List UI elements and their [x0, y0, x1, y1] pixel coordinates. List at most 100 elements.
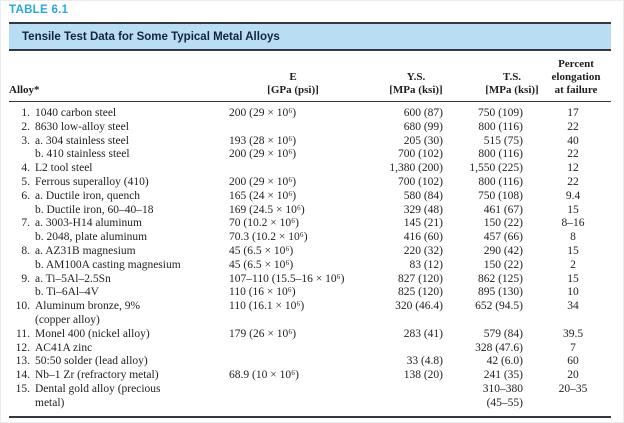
table-row: 2. 8630 low-alloy steel 680 (99) 800 (116) 2… — [9, 121, 619, 135]
cell-tensile-strength: 800 (116) — [478, 148, 523, 161]
cell-elastic-modulus: 110 (16 × 10⁶) — [229, 286, 296, 299]
cell-alloy-name: Ferrous superalloy (410) — [35, 175, 149, 188]
cell-percent-elongation: 22 — [567, 120, 579, 133]
col-header-ts-units: [MPa (ksi)] — [485, 84, 539, 96]
cell-percent-elongation: 22 — [567, 175, 579, 188]
col-header-ys-units: [MPa (ksi)] — [389, 84, 443, 96]
cell-yield-strength: 320 (46.4) — [395, 300, 443, 313]
cell-row-number: 15. — [15, 382, 30, 395]
cell-percent-elongation: 9.4 — [565, 189, 581, 202]
table-row: 3. a. 304 stainless steel 193 (28 × 10⁶) 20… — [9, 135, 619, 149]
cell-tensile-strength: 42 (6.0) — [486, 355, 523, 368]
cell-tensile-strength: 800 (116) — [478, 175, 523, 188]
cell-tensile-strength: 241 (35) — [483, 369, 523, 382]
cell-elastic-modulus: 200 (29 × 10⁶) — [229, 148, 297, 161]
cell-alloy-name: 8630 low-alloy steel — [35, 120, 129, 133]
cell-tensile-strength: 328 (47.6) — [475, 341, 523, 354]
cell-percent-elongation: 34 — [567, 300, 579, 313]
cell-elastic-modulus: 45 (6.5 × 10⁶) — [229, 258, 294, 271]
cell-row-number: 3. — [21, 134, 30, 147]
cell-yield-strength: 700 (102) — [397, 148, 443, 161]
cell-elastic-modulus: 70 (10.2 × 10⁶) — [229, 217, 299, 230]
cell-yield-strength: 83 (12) — [409, 258, 443, 271]
cell-percent-elongation: 10 — [567, 286, 579, 299]
cell-row-number: 6. — [21, 189, 30, 202]
table-row: 12. AC41A zinc 328 (47.6) 7 — [9, 342, 619, 356]
table-row: 14. Nb–1 Zr (refractory metal) 68.9 (10 × … — [9, 369, 619, 383]
col-header-alloy: Alloy* — [9, 84, 40, 96]
table-row: 8. a. AZ31B magnesium 45 (6.5 × 10⁶) 220 (3… — [9, 245, 619, 259]
table-row: b. Ti–6Al–4V 110 (16 × 10⁶) 825 (120) 895 (… — [9, 286, 619, 300]
cell-alloy-name: Monel 400 (nickel alloy) — [35, 327, 150, 340]
cell-yield-strength: 600 (87) — [403, 107, 443, 119]
cell-row-number: 2. — [21, 120, 30, 133]
cell-tensile-strength: 1,550 (225) — [469, 162, 523, 175]
cell-tensile-strength: 800 (116) — [478, 120, 523, 133]
cell-alloy-name: 50:50 solder (lead alloy) — [35, 355, 148, 368]
cell-tensile-strength: 515 (75) — [483, 134, 523, 147]
cell-alloy-name: a. 3003-H14 aluminum — [35, 217, 142, 230]
cell-alloy-name: b. Ti–6Al–4V — [35, 286, 99, 299]
cell-tensile-strength: 310–380 — [482, 382, 523, 395]
table-row: metal) (45–55) — [9, 397, 619, 411]
cell-tensile-strength: 150 (22) — [483, 217, 523, 230]
cell-tensile-strength: 895 (130) — [477, 286, 523, 299]
cell-elastic-modulus: 200 (29 × 10⁶) — [229, 175, 297, 188]
col-header-modulus-units: [GPa (psi)] — [267, 84, 319, 96]
cell-tensile-strength: 750 (108) — [477, 189, 523, 202]
table-body: 1. 1040 carbon steel 200 (29 × 10⁶) 600 (87… — [9, 107, 619, 411]
cell-percent-elongation: 8–16 — [561, 217, 585, 230]
col-header-modulus: E [GPa (psi)] — [233, 71, 353, 97]
table-row: b. Ductile iron, 60–40–18 169 (24.5 × 10⁶… — [9, 204, 619, 218]
header-rule — [9, 101, 611, 102]
cell-tensile-strength: (45–55) — [486, 396, 523, 409]
cell-elastic-modulus: 193 (28 × 10⁶) — [229, 134, 297, 147]
cell-row-number: 5. — [21, 175, 30, 188]
cell-yield-strength: 145 (21) — [403, 217, 443, 230]
col-header-ts-symbol: T.S. — [502, 71, 522, 83]
cell-elastic-modulus: 200 (29 × 10⁶) — [229, 107, 297, 119]
table-number-label: TABLE 6.1 — [9, 4, 69, 16]
cell-alloy-name: a. Ductile iron, quench — [35, 189, 141, 202]
cell-yield-strength: 205 (30) — [403, 134, 443, 147]
cell-alloy-name: Aluminum bronze, 9% — [35, 300, 141, 313]
cell-percent-elongation: 2 — [570, 258, 576, 271]
cell-tensile-strength: 150 (22) — [483, 258, 523, 271]
cell-alloy-name: a. AZ31B magnesium — [35, 244, 136, 257]
cell-alloy-name: (copper alloy) — [35, 313, 100, 326]
cell-elastic-modulus: 107–110 (15.5–16 × 10⁶) — [229, 272, 345, 285]
cell-percent-elongation: 17 — [567, 107, 579, 119]
cell-alloy-name: b. 2048, plate aluminum — [35, 231, 148, 244]
table-row: b. 2048, plate aluminum 70.3 (10.2 × 10⁶)… — [9, 231, 619, 245]
cell-alloy-name: L2 tool steel — [35, 162, 93, 175]
cell-yield-strength: 825 (120) — [397, 286, 443, 299]
cell-tensile-strength: 579 (84) — [483, 327, 523, 340]
table-row: 6. a. Ductile iron, quench 165 (24 × 10⁶) 5… — [9, 190, 619, 204]
cell-yield-strength: 33 (4.8) — [406, 355, 443, 368]
cell-percent-elongation: 22 — [567, 148, 579, 161]
col-header-elongation-line1: Percent — [558, 58, 594, 70]
cell-percent-elongation: 40 — [567, 134, 579, 147]
cell-elastic-modulus: 68.9 (10 × 10⁶) — [229, 369, 299, 382]
cell-row-number: 11. — [16, 327, 30, 340]
cell-yield-strength: 220 (32) — [403, 244, 443, 257]
cell-row-number: 13. — [15, 355, 30, 368]
cell-alloy-name: b. AM100A casting magnesium — [35, 258, 181, 271]
cell-alloy-name: a. Ti–5Al–2.5Sn — [35, 272, 111, 285]
table-row: 10. Aluminum bronze, 9% 110 (16.1 × 10⁶) 32… — [9, 300, 619, 314]
col-header-elongation-line3: at failure — [554, 84, 598, 96]
cell-alloy-name: a. 304 stainless steel — [35, 134, 129, 147]
cell-yield-strength: 680 (99) — [403, 120, 443, 133]
cell-elastic-modulus: 45 (6.5 × 10⁶) — [229, 244, 294, 257]
table-row: 4. L2 tool steel 1,380 (200) 1,550 (225) 12 — [9, 162, 619, 176]
col-header-ys-symbol: Y.S. — [406, 71, 426, 83]
table-row: 7. a. 3003-H14 aluminum 70 (10.2 × 10⁶) 145… — [9, 217, 619, 231]
table-row: b. 410 stainless steel 200 (29 × 10⁶) 700 … — [9, 148, 619, 162]
cell-percent-elongation: 15 — [567, 272, 579, 285]
cell-percent-elongation: 12 — [567, 162, 579, 175]
cell-yield-strength: 1,380 (200) — [389, 162, 443, 175]
cell-yield-strength: 700 (102) — [397, 175, 443, 188]
cell-yield-strength: 416 (60) — [403, 231, 443, 244]
cell-row-number: 4. — [21, 162, 30, 175]
